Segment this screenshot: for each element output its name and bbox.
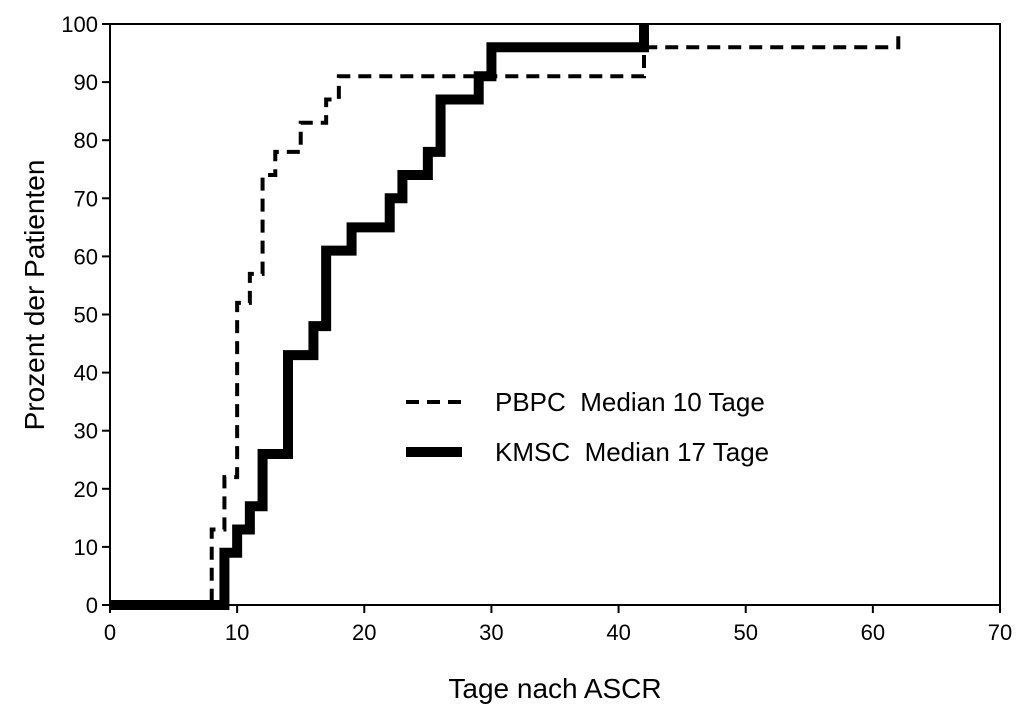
y-tick-label: 20 <box>74 477 98 502</box>
x-tick-label: 30 <box>479 620 503 645</box>
plot-border <box>109 23 1001 606</box>
y-tick-label: 90 <box>74 70 98 95</box>
y-tick-label: 60 <box>74 244 98 269</box>
x-axis-title: Tage nach ASCR <box>448 673 661 704</box>
y-tick-label: 70 <box>74 186 98 211</box>
y-tick-label: 80 <box>74 128 98 153</box>
x-tick-label: 40 <box>606 620 630 645</box>
y-tick-label: 30 <box>74 419 98 444</box>
y-tick-label: 0 <box>86 593 98 618</box>
x-tick-label: 60 <box>861 620 885 645</box>
x-tick-label: 20 <box>352 620 376 645</box>
y-axis-title: Prozent der Patienten <box>19 160 50 431</box>
series-layer <box>110 24 901 610</box>
y-tick-label: 40 <box>74 361 98 386</box>
legend-label-1: PBPC Median 10 Tage <box>495 387 765 417</box>
axis-ticks: 0 10 20 30 40 50 60 70 0 10 20 30 40 50 60 70 80 90 100 <box>61 12 1012 645</box>
series-line-2 <box>110 24 649 610</box>
y-tick-label: 100 <box>61 12 98 37</box>
legend-label-2: KMSC Median 17 Tage <box>495 437 769 467</box>
legend: PBPC Median 10 Tage KMSC Median 17 Tage <box>406 387 769 467</box>
x-tick-label: 70 <box>988 620 1012 645</box>
y-tick-label: 10 <box>74 535 98 560</box>
plot-frame <box>109 23 1001 606</box>
x-tick-label: 50 <box>733 620 757 645</box>
x-tick-label: 0 <box>104 620 116 645</box>
y-tick-label: 50 <box>74 303 98 328</box>
x-tick-label: 10 <box>225 620 249 645</box>
series-line-1 <box>110 35 901 607</box>
